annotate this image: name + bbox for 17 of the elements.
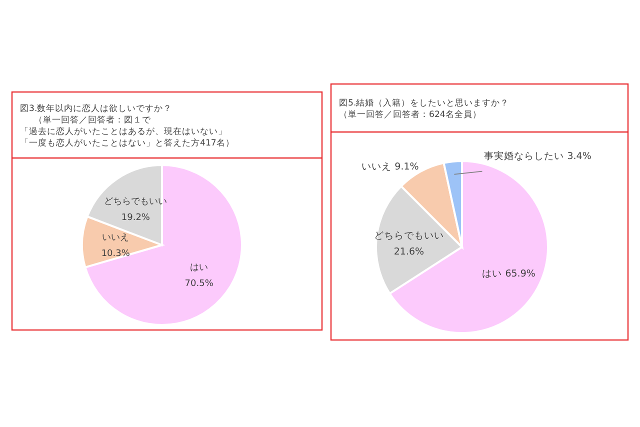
data-label: 19.2%	[121, 212, 150, 223]
data-label: 10.3%	[101, 249, 130, 260]
chart-title: 図3.数年以内に恋人は欲しいですか？	[20, 103, 172, 114]
text: 「一度も恋人がいたことはない」と答えた方417名）	[20, 138, 234, 148]
data-label: 70.5%	[184, 278, 214, 289]
slice-label: いいえ	[102, 233, 130, 244]
chart-title: 図5.結婚（入籍）をしたいと思いますか？	[339, 98, 510, 108]
slice-label: 事実婚ならしたい 3.4%	[484, 150, 592, 162]
chart-subtitle: （単一回答／回答者：624名全員）	[339, 109, 482, 120]
slice-label: はい	[190, 262, 208, 273]
chart-subtitle: （単一回答／回答者：図１で	[34, 114, 152, 126]
data-label: 21.6%	[394, 246, 424, 258]
slice-label: はい 65.9%	[482, 268, 536, 280]
slice-label: どちらでもいい	[104, 196, 168, 207]
slice-label: いいえ 9.1%	[362, 162, 419, 173]
text: 「過去に恋人がいたことはあるが、現在はいない」	[20, 126, 227, 137]
slice-label: どちらでもいい	[374, 230, 444, 242]
